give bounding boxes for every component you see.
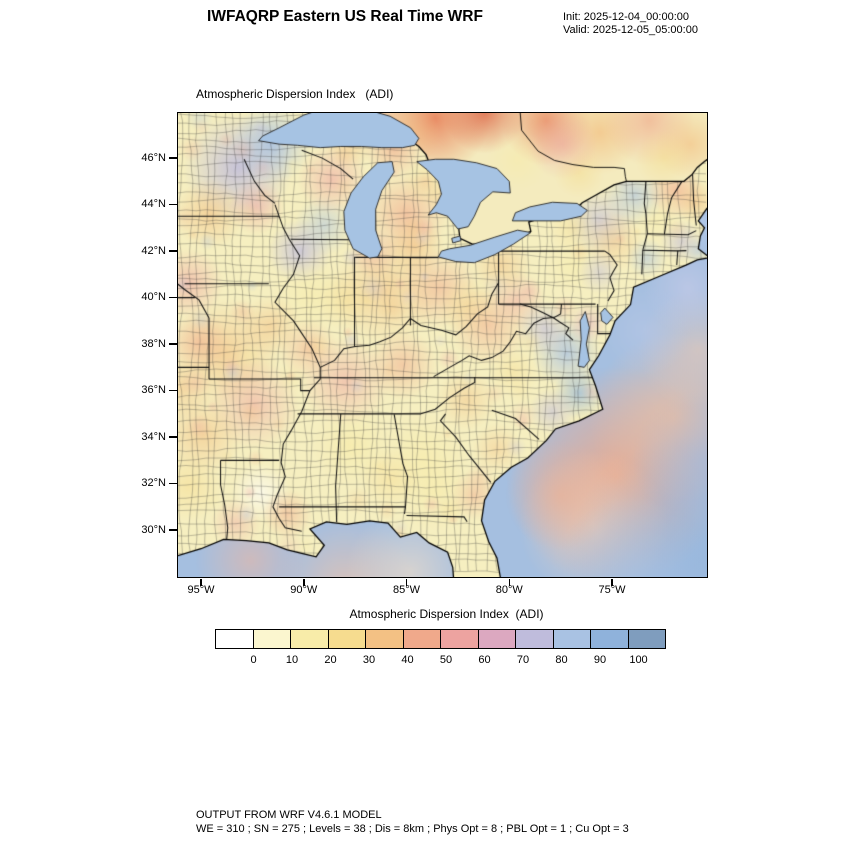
lon-tick-label: 85°W xyxy=(393,584,421,596)
colorbar-cell xyxy=(590,629,629,649)
lon-tick-mark xyxy=(508,578,511,586)
lat-tick-mark xyxy=(169,250,177,252)
lat-tick-mark xyxy=(169,157,177,159)
colorbar-cell xyxy=(440,629,479,649)
lon-tick-label: 80°W xyxy=(495,584,523,596)
lat-tick-label: 34°N xyxy=(141,430,166,443)
lon-tick-label: 90°W xyxy=(290,584,318,596)
colorbar-cell xyxy=(290,629,329,649)
plot-title: IWFAQRP Eastern US Real Time WRF xyxy=(207,8,483,25)
colorbar-cell xyxy=(252,629,291,649)
lat-tick-mark xyxy=(169,529,177,531)
lat-tick-label: 36°N xyxy=(141,384,166,397)
colorbar xyxy=(215,629,666,649)
colorbar-cell xyxy=(327,629,366,649)
lat-tick-mark xyxy=(169,482,177,485)
lon-tick-mark xyxy=(611,578,613,586)
valid-time: Valid: 2025-12-05_05:00:00 xyxy=(563,24,698,36)
colorbar-tick-label: 30 xyxy=(362,654,376,666)
colorbar-tick-label: 0 xyxy=(250,654,257,666)
colorbar-tick-label: 90 xyxy=(593,654,607,666)
colorbar-cell xyxy=(552,629,591,649)
lat-tick-label: 30°N xyxy=(141,523,166,536)
lon-tick-mark xyxy=(200,578,202,586)
lat-tick-mark xyxy=(169,203,177,206)
colorbar-tick-label: 80 xyxy=(555,654,568,666)
lon-tick-mark xyxy=(303,578,305,586)
map-frame xyxy=(177,112,708,578)
lat-tick-label: 40°N xyxy=(141,291,166,304)
colorbar-title: Atmospheric Dispersion Index (ADI) xyxy=(349,607,544,621)
colorbar-cell xyxy=(515,629,554,649)
colorbar-cell xyxy=(627,629,666,649)
lat-tick-label: 32°N xyxy=(141,477,166,490)
lat-tick-label: 46°N xyxy=(141,151,166,164)
colorbar-cell xyxy=(477,629,516,649)
lon-tick-label: 75°W xyxy=(598,584,626,596)
footer: OUTPUT FROM WRF V4.6.1 MODEL WE = 310 ; … xyxy=(196,808,629,836)
lat-tick-label: 42°N xyxy=(141,244,166,257)
lat-tick-mark xyxy=(169,343,177,345)
init-valid-block: Init: 2025-12-04_00:00:00 Valid: 2025-12… xyxy=(563,11,698,37)
colorbar-tick-label: 100 xyxy=(629,654,648,666)
lat-tick-label: 44°N xyxy=(141,198,166,211)
lon-tick-mark xyxy=(405,578,408,586)
colorbar-tick-label: 70 xyxy=(516,654,530,666)
colorbar-tick-label: 20 xyxy=(324,654,337,666)
colorbar-tick-label: 10 xyxy=(285,654,299,666)
colorbar-cell xyxy=(402,629,441,649)
init-time: Init: 2025-12-04_00:00:00 xyxy=(563,11,689,23)
colorbar-tick-label: 50 xyxy=(439,654,453,666)
colorbar-tick-label: 40 xyxy=(401,654,414,666)
footer-line1: OUTPUT FROM WRF V4.6.1 MODEL xyxy=(196,809,382,821)
lat-tick-mark xyxy=(169,389,177,392)
footer-line2: WE = 310 ; SN = 275 ; Levels = 38 ; Dis … xyxy=(196,823,629,835)
colorbar-cell xyxy=(365,629,404,649)
field-label: Atmospheric Dispersion Index (ADI) xyxy=(196,87,394,101)
colorbar-tick-label: 60 xyxy=(478,654,491,666)
lat-tick-label: 38°N xyxy=(141,337,166,350)
lon-tick-label: 95°W xyxy=(187,584,215,596)
lat-tick-mark xyxy=(169,436,177,438)
colorbar-cell xyxy=(215,629,254,649)
adi-map-canvas xyxy=(178,113,707,577)
lat-tick-mark xyxy=(169,296,177,299)
